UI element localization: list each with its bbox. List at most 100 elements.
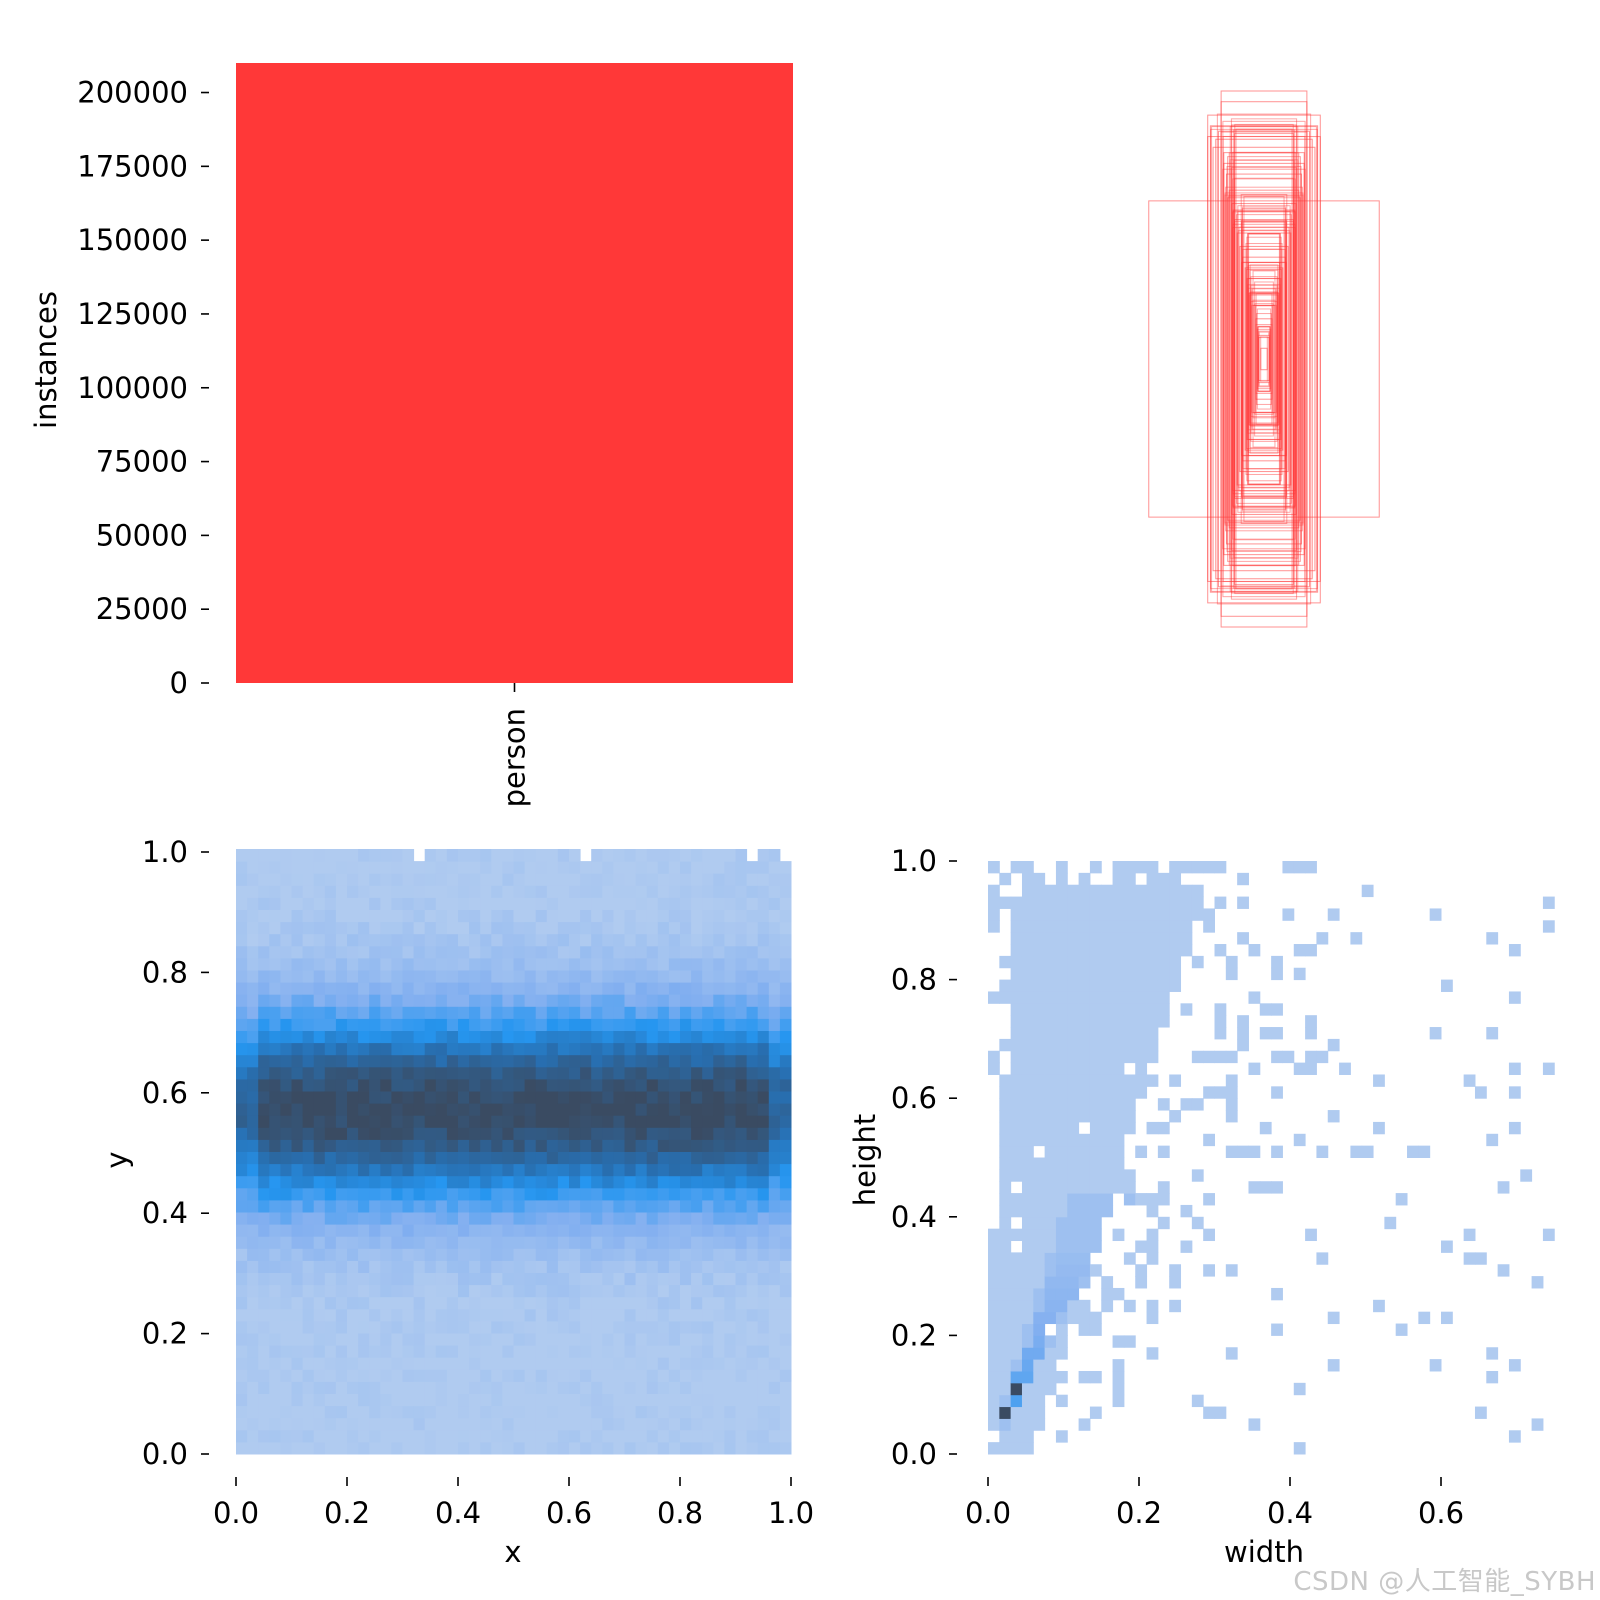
- heat-cell: [269, 1369, 281, 1382]
- heat-cell: [1191, 884, 1204, 898]
- heat-cell: [413, 1151, 426, 1165]
- heat-cell: [513, 1381, 526, 1394]
- box: [1246, 277, 1282, 441]
- heat-cell: [413, 909, 426, 923]
- heat-cell: [624, 994, 637, 1007]
- heat-cell: [446, 1308, 459, 1322]
- heat-cell: [724, 1139, 736, 1152]
- box: [1217, 130, 1311, 588]
- heat-cell: [247, 1212, 259, 1225]
- heat-cell: [602, 1018, 614, 1031]
- heat-cell: [569, 1320, 581, 1334]
- heat-cell: [469, 1296, 481, 1310]
- heat-cell: [1021, 1359, 1034, 1372]
- heat-cell: [291, 1175, 304, 1189]
- heat-cell: [1101, 932, 1114, 945]
- heat-cell: [1010, 1252, 1023, 1265]
- heat-cell: [369, 1369, 381, 1382]
- heat-cell: [513, 1357, 526, 1370]
- heat-cell: [247, 1236, 259, 1249]
- heat-cell: [635, 1187, 648, 1201]
- heat-cell: [480, 1091, 492, 1104]
- heat-cell: [702, 885, 714, 898]
- heat-cell: [1135, 1145, 1148, 1158]
- heat-cell: [347, 957, 359, 971]
- xtick-label: 0.6: [1418, 1496, 1464, 1530]
- heat-cell: [280, 1091, 292, 1104]
- heat-cell: [602, 873, 614, 886]
- heat-cell: [1123, 1098, 1136, 1111]
- heat-cell: [502, 970, 514, 983]
- heat-cell: [358, 921, 370, 935]
- heat-cell: [513, 1054, 526, 1068]
- heat-cell: [1021, 1110, 1034, 1123]
- heat-cell: [724, 897, 736, 910]
- ytick-label: 0.0: [891, 1437, 937, 1471]
- heat-cell: [347, 1212, 359, 1225]
- heat-cell: [1225, 1264, 1238, 1277]
- heat-cell: [735, 1357, 748, 1370]
- heat-cell: [347, 1066, 359, 1080]
- heat-cell: [535, 1429, 548, 1443]
- heat-cell: [702, 873, 714, 886]
- heat-cell: [258, 1224, 270, 1237]
- heat-cell: [557, 873, 570, 886]
- box: [1212, 146, 1316, 572]
- heat-cell: [369, 1139, 381, 1152]
- heat-cell: [291, 1139, 304, 1152]
- heat-cell: [1033, 884, 1046, 898]
- heat-cell: [513, 933, 526, 947]
- heat-cell: [446, 921, 459, 935]
- heat-cell: [1101, 1050, 1114, 1064]
- heat-cell: [735, 861, 748, 874]
- heat-cell: [446, 1103, 459, 1116]
- heat-cell: [724, 921, 736, 935]
- heat-cell: [313, 1284, 326, 1298]
- heat-cell: [691, 1199, 703, 1213]
- heat-cell: [435, 1296, 448, 1310]
- heat-cell: [402, 1163, 415, 1177]
- heat-cell: [524, 1357, 537, 1370]
- heat-cell: [668, 1441, 681, 1455]
- heat-cell: [291, 1272, 304, 1286]
- heat-cell: [480, 1357, 492, 1370]
- heat-cell: [557, 1127, 570, 1140]
- heat-cell: [613, 921, 625, 935]
- heat-cell: [1135, 861, 1148, 874]
- heat-cell: [546, 1405, 559, 1419]
- heat-cell: [1010, 1157, 1023, 1170]
- heat-cell: [1033, 1406, 1046, 1419]
- heat-cell: [269, 1333, 281, 1346]
- heat-cell: [768, 1357, 781, 1370]
- heat-cell: [999, 1299, 1012, 1313]
- heat-cell: [1010, 1050, 1023, 1064]
- heat-cell: [513, 1417, 526, 1431]
- heat-cell: [1101, 1204, 1114, 1218]
- heat-cell: [269, 1308, 281, 1322]
- heat-cell: [313, 1006, 326, 1019]
- heat-cell: [391, 1393, 403, 1407]
- heat-cell: [735, 1078, 748, 1092]
- heat-cell: [1067, 1038, 1080, 1052]
- heat-cell: [469, 1091, 481, 1104]
- heat-cell: [1055, 1038, 1068, 1052]
- box: [1234, 219, 1294, 499]
- heat-cell: [668, 873, 681, 886]
- heat-cell: [347, 1296, 359, 1310]
- heat-cell: [746, 873, 759, 886]
- box: [1148, 200, 1380, 518]
- heat-cell: [757, 1103, 770, 1116]
- heat-cell: [1010, 1287, 1023, 1301]
- heat-cell: [746, 1018, 759, 1031]
- heat-cell: [269, 1151, 281, 1165]
- heat-cell: [1112, 920, 1125, 933]
- heat-cell: [680, 1320, 692, 1334]
- heat-cell: [502, 1296, 514, 1310]
- heat-cell: [1055, 1240, 1068, 1253]
- heat-cell: [557, 1187, 570, 1201]
- heat-cell: [424, 1381, 437, 1394]
- heat-cell: [1055, 908, 1068, 921]
- heat-cell: [557, 1224, 570, 1237]
- heat-cell: [657, 1272, 670, 1286]
- heat-cell: [613, 1441, 625, 1455]
